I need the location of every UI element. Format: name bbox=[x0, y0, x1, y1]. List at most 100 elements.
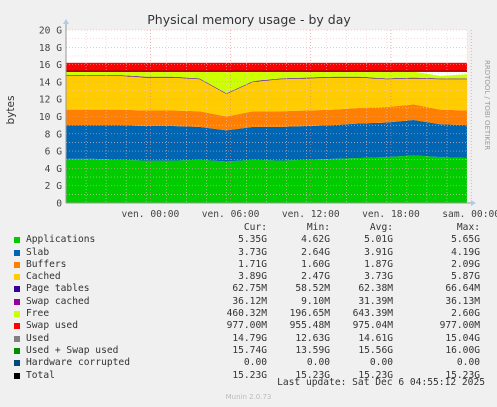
legend-cur: 460.32M bbox=[226, 308, 267, 320]
y-tick-label: 8 G bbox=[45, 129, 63, 140]
legend-max: 5.87G bbox=[451, 271, 480, 283]
x-tick-label: ven. 00:00 bbox=[121, 209, 179, 220]
y-tick-label: 20 G bbox=[39, 26, 62, 37]
legend-cur: 3.89G bbox=[238, 271, 267, 283]
legend-name: Page tables bbox=[26, 283, 90, 295]
y-axis-label: bytes bbox=[5, 96, 17, 125]
y-tick-label: 16 G bbox=[39, 60, 62, 71]
legend-min: 2.47G bbox=[301, 271, 330, 283]
last-update: Last update: Sat Dec 6 04:55:12 2025 bbox=[277, 377, 485, 388]
legend-max: 0.00 bbox=[456, 357, 480, 369]
legend-min: 13.59G bbox=[295, 344, 330, 356]
legend: Cur: Min: Avg: Max: Applications 5.35G 4.6… bbox=[14, 222, 494, 382]
legend-max: 15.04G bbox=[445, 332, 480, 344]
legend-row: Cached 3.89G 2.47G 3.73G 5.87G bbox=[14, 271, 494, 283]
legend-avg: 15.23G bbox=[358, 369, 393, 381]
legend-max: 2.60G bbox=[451, 308, 480, 320]
legend-avg: 643.39M bbox=[352, 308, 393, 320]
legend-cur: 15.74G bbox=[232, 344, 267, 356]
legend-swatch bbox=[14, 335, 20, 342]
legend-header-avg: Avg: bbox=[369, 222, 393, 233]
legend-name: Swap cached bbox=[26, 295, 90, 307]
x-tick-label: ven. 06:00 bbox=[202, 209, 260, 220]
legend-avg: 15.56G bbox=[358, 344, 393, 356]
legend-avg: 62.38M bbox=[358, 283, 393, 295]
legend-max: 2.09G bbox=[451, 258, 480, 270]
legend-swatch bbox=[14, 360, 20, 367]
legend-cur: 977.00M bbox=[226, 320, 267, 332]
legend-rows: Applications 5.35G 4.62G 5.01G 5.65G Slab 3.73… bbox=[14, 234, 494, 382]
legend-row: Page tables 62.75M 58.52M 62.38M 66.64M bbox=[14, 283, 494, 295]
y-tick-label: 12 G bbox=[39, 95, 62, 106]
legend-min: 2.64G bbox=[301, 246, 330, 258]
legend-cur: 62.75M bbox=[232, 283, 267, 295]
x-tick-label: ven. 12:00 bbox=[282, 209, 340, 220]
legend-min: 15.23G bbox=[295, 369, 330, 381]
legend-max: 16.00G bbox=[445, 344, 480, 356]
legend-header-cur: Cur: bbox=[243, 222, 267, 233]
legend-name: Buffers bbox=[26, 258, 67, 270]
legend-max: 4.19G bbox=[451, 246, 480, 258]
legend-cur: 14.79G bbox=[232, 332, 267, 344]
legend-name: Swap used bbox=[26, 320, 78, 332]
rrdtool-credit: RRDTOOL / TOBI OETIKER bbox=[483, 60, 491, 150]
legend-row: Slab 3.73G 2.64G 3.91G 4.19G bbox=[14, 247, 494, 259]
legend-swatch bbox=[14, 286, 20, 293]
legend-min: 955.48M bbox=[289, 320, 330, 332]
legend-row: Used + Swap used 15.74G 13.59G 15.56G 16.00G bbox=[14, 345, 494, 357]
legend-min: 4.62G bbox=[301, 234, 330, 246]
legend-cur: 15.23G bbox=[232, 369, 267, 381]
legend-swatch bbox=[14, 274, 20, 281]
legend-min: 12.63G bbox=[295, 332, 330, 344]
x-axis-ticks: ven. 00:00 ven. 06:00 ven. 12:00 ven. 18:00… bbox=[121, 30, 497, 220]
legend-name: Total bbox=[26, 369, 55, 381]
legend-avg: 0.00 bbox=[369, 357, 393, 369]
legend-min: 0.00 bbox=[306, 357, 330, 369]
legend-max: 15.23G bbox=[445, 369, 480, 381]
legend-max: 66.64M bbox=[445, 283, 480, 295]
y-tick-label: 0 bbox=[56, 199, 62, 210]
legend-header-min: Min: bbox=[306, 222, 330, 233]
legend-min: 58.52M bbox=[295, 283, 330, 295]
legend-avg: 3.73G bbox=[364, 271, 393, 283]
y-tick-label: 18 G bbox=[39, 43, 62, 54]
axes bbox=[63, 19, 476, 206]
legend-swatch bbox=[14, 372, 20, 379]
y-tick-label: 4 G bbox=[45, 164, 63, 175]
y-axis-arrow bbox=[63, 19, 69, 24]
legend-row: Used 14.79G 12.63G 14.61G 15.04G bbox=[14, 333, 494, 345]
legend-header: Cur: Min: Avg: Max: bbox=[14, 222, 494, 234]
legend-cur: 5.35G bbox=[238, 234, 267, 246]
legend-name: Applications bbox=[26, 234, 96, 246]
munin-version: Munin 2.0.73 bbox=[225, 393, 272, 401]
y-tick-label: 6 G bbox=[45, 147, 63, 158]
legend-swatch bbox=[14, 237, 20, 244]
legend-swatch bbox=[14, 249, 20, 256]
y-tick-label: 10 G bbox=[39, 112, 62, 123]
x-axis-arrow bbox=[471, 200, 476, 206]
legend-row: Total 15.23G 15.23G 15.23G 15.23G bbox=[14, 370, 494, 382]
legend-swatch bbox=[14, 298, 20, 305]
legend-swatch bbox=[14, 261, 20, 268]
legend-max: 5.65G bbox=[451, 234, 480, 246]
chart-title: Physical memory usage - by day bbox=[147, 12, 351, 27]
swap-used-band bbox=[66, 62, 467, 72]
legend-max: 36.13M bbox=[445, 295, 480, 307]
legend-min: 1.60G bbox=[301, 258, 330, 270]
x-tick-label: ven. 18:00 bbox=[362, 209, 420, 220]
legend-name: Used bbox=[26, 332, 50, 344]
area-free bbox=[66, 70, 467, 94]
legend-name: Cached bbox=[26, 271, 61, 283]
legend-name: Free bbox=[26, 308, 50, 320]
legend-cur: 0.00 bbox=[243, 357, 267, 369]
legend-avg: 31.39M bbox=[358, 295, 393, 307]
legend-avg: 14.61G bbox=[358, 332, 393, 344]
legend-min: 196.65M bbox=[289, 308, 330, 320]
legend-row: Hardware corrupted 0.00 0.00 0.00 0.00 bbox=[14, 357, 494, 369]
legend-max: 977.00M bbox=[439, 320, 480, 332]
legend-avg: 5.01G bbox=[364, 234, 393, 246]
legend-cur: 36.12M bbox=[232, 295, 267, 307]
legend-min: 9.10M bbox=[301, 295, 330, 307]
legend-row: Swap cached 36.12M 9.10M 31.39M 36.13M bbox=[14, 296, 494, 308]
